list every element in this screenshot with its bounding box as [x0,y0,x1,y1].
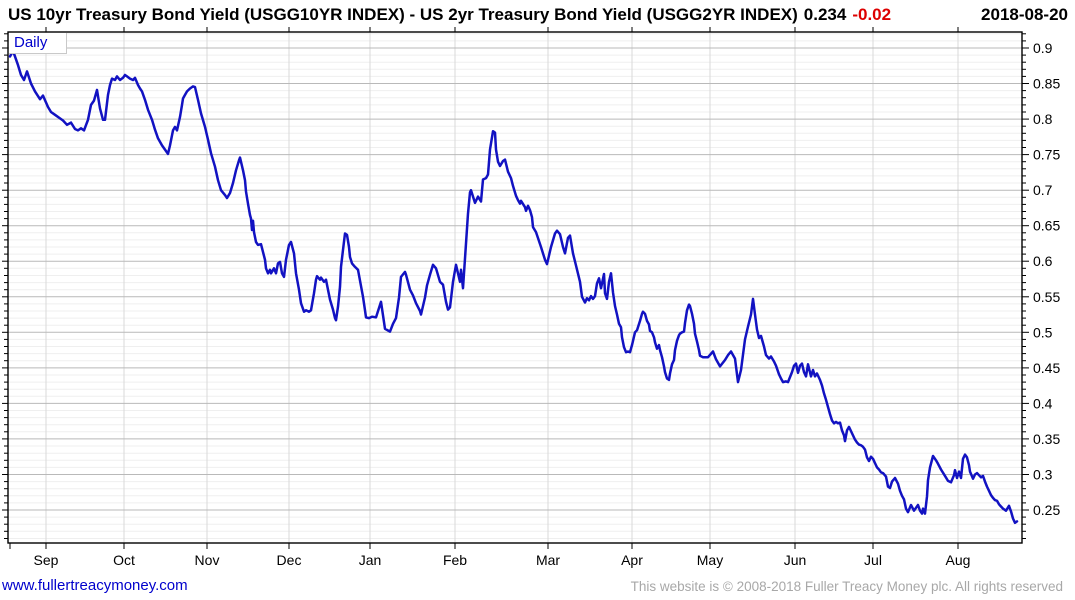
svg-text:0.3: 0.3 [1033,467,1053,483]
svg-text:Jul: Jul [864,552,882,568]
last-value: 0.234 [803,5,847,24]
copyright-text: This website is © 2008-2018 Fuller Treac… [630,579,1063,594]
svg-text:Apr: Apr [621,552,643,568]
svg-text:0.5: 0.5 [1033,324,1053,340]
svg-text:0.8: 0.8 [1033,111,1053,127]
svg-text:0.25: 0.25 [1033,502,1060,518]
chart-title: US 10yr Treasury Bond Yield (USGG10YR IN… [8,5,798,24]
svg-text:0.9: 0.9 [1033,40,1053,56]
svg-text:0.75: 0.75 [1033,147,1060,163]
svg-text:0.45: 0.45 [1033,360,1060,376]
title-bar: US 10yr Treasury Bond Yield (USGG10YR IN… [8,5,1068,25]
svg-text:Dec: Dec [277,552,302,568]
svg-text:0.7: 0.7 [1033,182,1053,198]
spread-line [8,49,1019,525]
svg-text:0.6: 0.6 [1033,253,1053,269]
svg-text:0.35: 0.35 [1033,431,1060,447]
change-value: -0.02 [852,5,892,24]
svg-text:0.85: 0.85 [1033,76,1060,92]
svg-text:Aug: Aug [946,552,971,568]
chart-date: 2018-08-20 [981,5,1068,24]
svg-text:Jan: Jan [359,552,382,568]
svg-text:Feb: Feb [443,552,467,568]
svg-text:Oct: Oct [113,552,135,568]
svg-text:0.4: 0.4 [1033,395,1053,411]
svg-text:Nov: Nov [195,552,220,568]
svg-text:Mar: Mar [536,552,560,568]
svg-text:Jun: Jun [784,552,807,568]
website-link[interactable]: www.fullertreacymoney.com [2,577,188,594]
svg-text:Sep: Sep [34,552,59,568]
interval-label: Daily [9,33,67,54]
svg-text:May: May [697,552,723,568]
svg-text:0.55: 0.55 [1033,289,1060,305]
svg-text:0.65: 0.65 [1033,218,1060,234]
